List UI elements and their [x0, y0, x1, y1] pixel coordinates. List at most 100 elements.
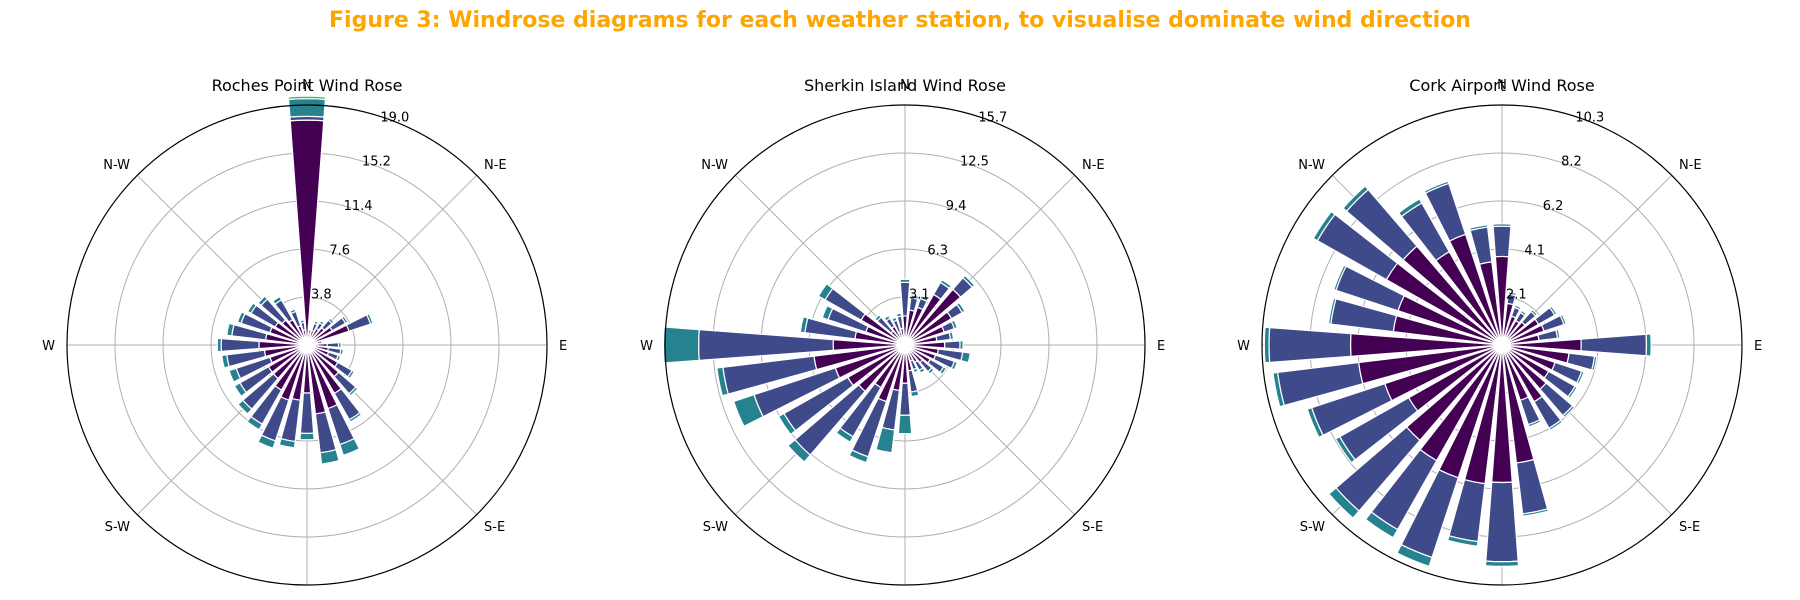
radial-tick-label: 12.5	[960, 155, 989, 170]
wind-bar-segment	[1484, 560, 1520, 567]
direction-label: W	[1237, 339, 1250, 354]
wind-bar-segment	[289, 308, 297, 315]
wind-bar-segment	[257, 434, 277, 449]
radial-tick-label: 3.1	[909, 288, 930, 303]
wind-bar-segment	[340, 315, 349, 325]
wind-bar-segment	[1548, 419, 1564, 432]
wind-bar-segment	[337, 341, 342, 349]
direction-label: N-E	[484, 158, 507, 173]
wind-bar-segment	[287, 95, 327, 101]
direction-label: N	[302, 78, 312, 93]
wind-bar-segment	[335, 354, 342, 362]
radial-tick-label: 4.1	[1524, 243, 1545, 258]
wind-bar-segment	[1333, 264, 1347, 292]
wind-bar-segment	[1423, 180, 1450, 194]
wind-bar-segment	[1519, 309, 1528, 317]
direction-label: S-W	[703, 520, 728, 535]
direction-label: E	[1754, 339, 1762, 354]
wind-bar-segment	[777, 412, 797, 436]
wind-bar-segment	[320, 339, 324, 344]
direction-label: N-E	[1679, 158, 1702, 173]
wind-bar-segment	[1507, 291, 1518, 297]
direction-label: W	[42, 339, 55, 354]
wind-bar-segment	[313, 320, 320, 326]
wind-bar-segment	[918, 367, 926, 374]
wind-bar-segment	[716, 366, 729, 397]
wind-bar-segment	[927, 367, 935, 375]
wind-bar-segment	[1263, 326, 1271, 364]
wind-bar-segment	[939, 278, 952, 290]
wind-bar-segment	[257, 295, 269, 307]
wind-bar-segment	[1447, 535, 1479, 547]
panel-title: Roches Point Wind Rose	[212, 76, 403, 95]
wind-bar-segment	[817, 282, 834, 301]
radial-tick-label: 6.2	[1543, 199, 1564, 214]
wind-bar-segment	[346, 369, 356, 380]
wind-bar-segment	[339, 348, 345, 356]
radial-tick-label: 15.7	[978, 110, 1007, 125]
wind-bar-segment	[1645, 333, 1652, 357]
wind-bar-segment	[1468, 224, 1489, 232]
wind-bar-segment	[1591, 355, 1598, 372]
wind-bar-segment	[1268, 326, 1352, 364]
wind-bar-segment	[891, 316, 898, 323]
wind-bar-segment	[874, 314, 882, 322]
wind-bar-segment	[216, 337, 222, 353]
wind-bar-segment	[943, 340, 961, 350]
radial-tick-label: 15.2	[362, 155, 391, 170]
direction-label: S-E	[484, 520, 505, 535]
wind-bar-segment	[246, 415, 264, 431]
wind-bar-segment	[1397, 198, 1423, 218]
radial-tick-label: 7.6	[329, 243, 350, 258]
radial-tick-label: 19.0	[380, 110, 409, 125]
wind-bar-segment	[1364, 511, 1399, 539]
wind-bar-segment	[287, 98, 327, 118]
wind-bar-segment	[899, 278, 911, 284]
wind-bar-segment	[1567, 385, 1578, 399]
direction-label: N	[900, 78, 910, 93]
wind-bar-segment	[1306, 406, 1324, 439]
wind-bar-segment	[1342, 185, 1370, 213]
direction-label: N-W	[103, 158, 130, 173]
radial-tick-label: 8.2	[1561, 155, 1582, 170]
polar-frame	[66, 104, 548, 586]
wind-bar-segment	[1576, 370, 1585, 385]
wind-bar-segment	[848, 449, 869, 464]
direction-label: N	[1497, 78, 1507, 93]
wind-bar-segment	[1515, 458, 1549, 515]
panel-title: Cork Airport Wind Rose	[1409, 76, 1594, 95]
wind-bar-segment	[948, 331, 955, 341]
wind-bar-segment	[1272, 371, 1285, 408]
direction-label: S-W	[1300, 520, 1325, 535]
grid-spoke	[306, 174, 478, 346]
wind-bar-segment	[883, 314, 891, 322]
wind-bar-segment	[1513, 304, 1522, 311]
polar-frame	[1261, 104, 1743, 586]
wind-bar-segment	[662, 326, 700, 364]
wind-bar-segment	[326, 342, 340, 348]
radial-tick-label: 11.4	[344, 199, 373, 214]
wind-bar-segment	[939, 365, 948, 376]
direction-label: N-W	[701, 158, 728, 173]
wind-bar-segment	[278, 437, 296, 449]
panel-title: Sherkin Island Wind Rose	[804, 76, 1006, 95]
wind-bar-segment	[1334, 435, 1357, 464]
wind-bar-segment	[1555, 328, 1561, 339]
radial-tick-label: 6.3	[927, 243, 948, 258]
wind-bar-segment	[1548, 305, 1558, 317]
wind-bar-segment	[1530, 308, 1539, 317]
direction-label: W	[640, 339, 653, 354]
wind-bar-segment	[339, 437, 361, 457]
grid-spoke	[904, 344, 1076, 516]
windrose-panel-roches-point: Roches Point Wind Rose 3.8 7.6 11.4 15.2 19.0…	[42, 76, 567, 586]
radial-tick-label: 3.8	[311, 288, 332, 303]
wind-bar-segment	[348, 411, 363, 423]
wind-bar-segment	[365, 312, 374, 325]
wind-bar-segment	[1492, 223, 1512, 228]
wind-bar-segment	[897, 414, 913, 435]
wind-bar-segment	[1312, 210, 1336, 242]
wind-bar-segment	[221, 354, 230, 369]
wind-bar-segment	[1559, 313, 1567, 326]
wind-bar-segment	[348, 386, 359, 397]
